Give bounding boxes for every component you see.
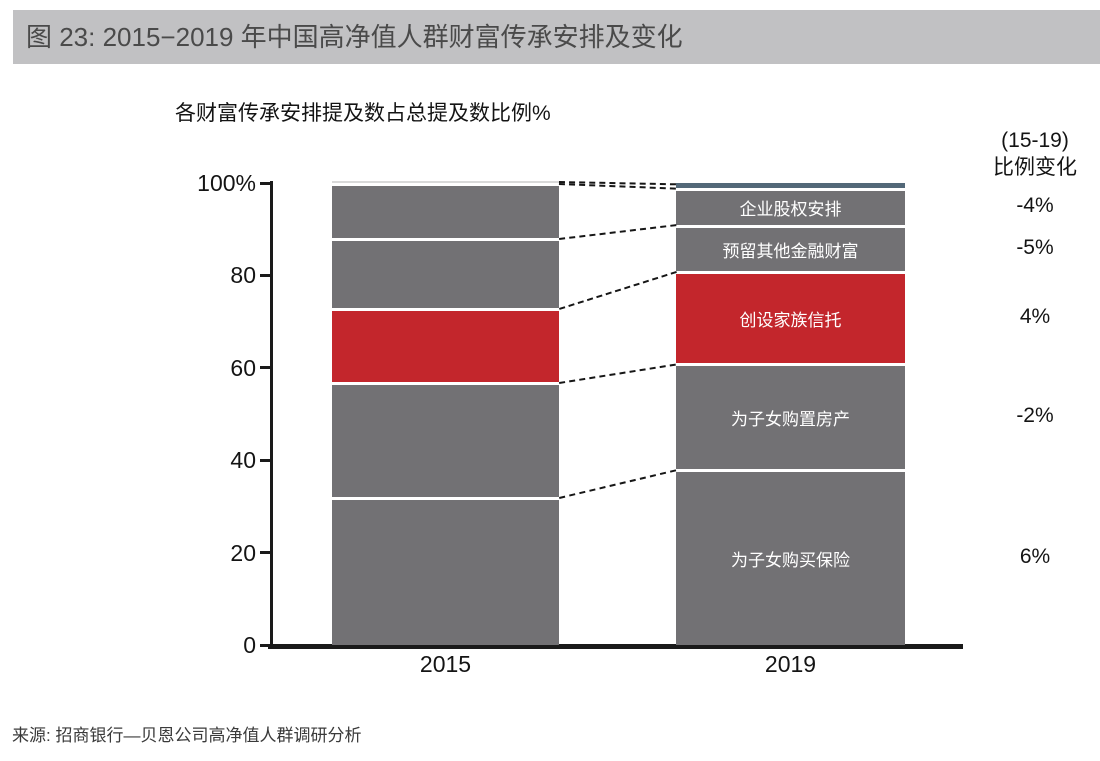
change-column-header-line1: (15-19) [1001, 129, 1069, 152]
change-value: 6% [1019, 545, 1051, 569]
segment-label: 企业股权安排 [739, 200, 842, 220]
connector-line [559, 363, 677, 384]
y-tick-label: 0 [243, 632, 256, 658]
bar-segment [332, 238, 559, 308]
y-tick-mark [260, 366, 270, 370]
bar-segment: 企业股权安排 [676, 187, 905, 225]
y-tick-label: 100% [197, 170, 256, 196]
y-tick-label: 60 [230, 354, 256, 381]
change-value: -4% [1016, 194, 1054, 218]
segment-label: 创设家族信托 [739, 310, 842, 330]
y-tick-mark [260, 273, 270, 277]
change-value: 4% [1019, 304, 1051, 328]
bar-segment [332, 497, 559, 645]
bar-segment: 创设家族信托 [676, 270, 905, 364]
bar-segment [332, 381, 559, 498]
bar-segment [332, 307, 559, 382]
bar-segment: 预留其他金融财富 [676, 224, 905, 271]
connector-line [559, 469, 677, 500]
change-column-header-line2: 比例变化 [993, 156, 1077, 179]
y-tick-mark [260, 181, 270, 185]
y-tick-label: 80 [230, 262, 256, 289]
segment-label: 为子女购置房产 [731, 410, 850, 430]
bar-segment-top-strip [332, 180, 559, 183]
x-category-label: 2015 [419, 651, 472, 677]
x-axis-line [268, 644, 963, 649]
change-value: -5% [1016, 235, 1054, 259]
segment-label: 为子女购买保险 [731, 551, 850, 571]
y-tick-label: 20 [230, 539, 256, 566]
bar-segment-top-strip [676, 183, 905, 188]
figure-title-bar: 图 23: 2015−2019 年中国高净值人群财富传承安排及变化 [13, 10, 1100, 64]
figure-title: 图 23: 2015−2019 年中国高净值人群财富传承安排及变化 [26, 22, 683, 52]
y-axis-line [270, 181, 273, 648]
chart-axis-title: 各财富传承安排提及数占总提及数比例% [175, 102, 551, 125]
bar-segment: 为子女购置房产 [676, 363, 905, 470]
x-category-label: 2019 [764, 651, 817, 677]
y-tick-mark [260, 551, 270, 555]
y-tick-label: 40 [230, 447, 256, 474]
y-tick-mark [260, 643, 270, 647]
connector-line [559, 270, 677, 310]
change-value: -2% [1016, 404, 1054, 428]
segment-label: 预留其他金融财富 [722, 241, 859, 261]
y-tick-mark [260, 458, 270, 462]
bar-segment: 为子女购买保险 [676, 469, 905, 645]
bar-segment [332, 183, 559, 239]
change-column-header: (15-19) 比例变化 [970, 127, 1100, 181]
connector-line [559, 224, 677, 241]
source-note: 来源: 招商银行—贝恩公司高净值人群调研分析 [12, 726, 362, 745]
